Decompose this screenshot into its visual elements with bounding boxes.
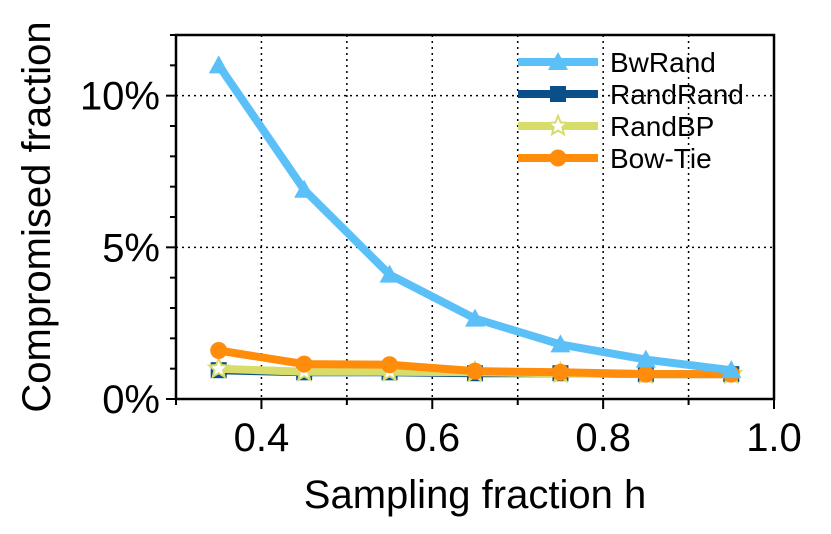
y-tick-label: 5% [102, 226, 160, 270]
legend-item-bow-tie: Bow-Tie [518, 143, 712, 174]
data-point [551, 363, 569, 381]
legend-label: BwRand [610, 47, 716, 78]
ticks: 0.4 0.6 0.8 1.0 0% 5% 10% [80, 34, 802, 460]
data-point [206, 356, 231, 379]
data-point [208, 55, 229, 74]
legend-marker [550, 86, 566, 102]
data-point [295, 355, 313, 373]
data-point [210, 341, 228, 359]
data-point [466, 362, 484, 380]
data-point [721, 360, 742, 379]
legend-label: RandRand [610, 79, 744, 110]
x-tick-label: 0.4 [234, 416, 290, 460]
data-point [294, 179, 315, 198]
series-bwrand [208, 55, 742, 379]
legend-item-randbp: RandBP [518, 111, 714, 142]
x-axis-title: Sampling fraction h [304, 473, 646, 517]
y-axis-title: Compromised fraction [15, 21, 59, 412]
series-layer [206, 55, 744, 385]
data-point [637, 365, 655, 383]
data-point [635, 349, 656, 368]
legend-item-randrand: RandRand [518, 79, 744, 110]
legend-marker [549, 149, 567, 167]
data-point [465, 308, 485, 327]
grid [176, 35, 774, 399]
y-tick-label: 10% [80, 75, 160, 119]
series-bow-tie [210, 341, 740, 383]
legend-label: Bow-Tie [610, 143, 712, 174]
data-point [381, 356, 399, 374]
x-tick-label: 0.8 [575, 416, 631, 460]
y-tick-label: 0% [102, 378, 160, 422]
data-point [379, 264, 400, 283]
legend-label: RandBP [610, 111, 714, 142]
legend-marker [546, 113, 570, 137]
legend-item-bwrand: BwRand [518, 47, 716, 78]
x-tick-label: 0.6 [404, 416, 460, 460]
x-tick-label: 1.0 [746, 416, 802, 460]
data-point [550, 334, 571, 353]
legend-marker [548, 52, 568, 70]
